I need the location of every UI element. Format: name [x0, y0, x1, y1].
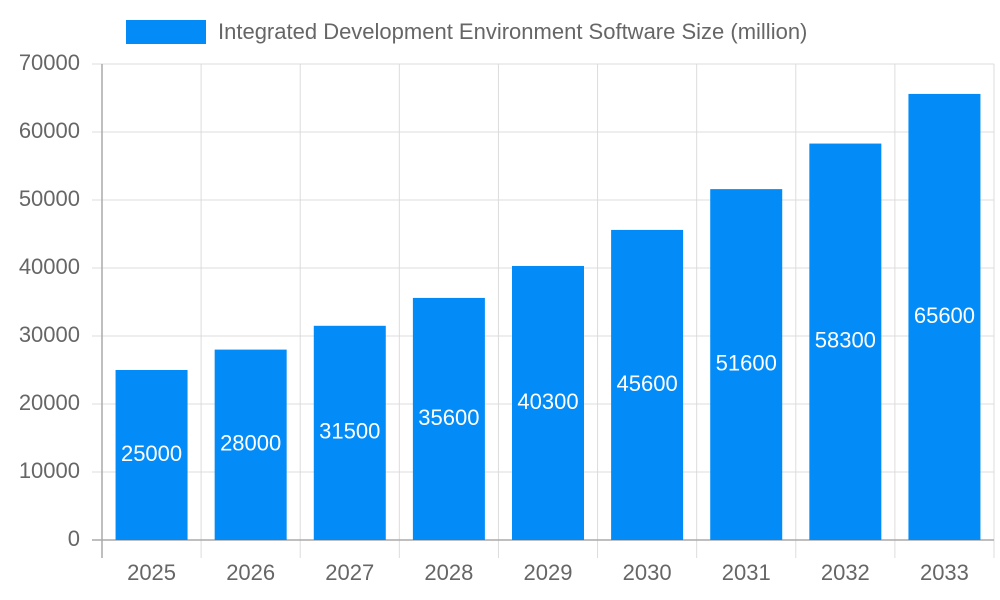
y-tick-label: 40000	[19, 254, 80, 279]
data-label: 25000	[121, 441, 182, 466]
data-label: 45600	[617, 371, 678, 396]
data-label: 35600	[418, 405, 479, 430]
data-label: 65600	[914, 303, 975, 328]
y-tick-label: 10000	[19, 458, 80, 483]
y-tick-label: 50000	[19, 186, 80, 211]
x-tick-label: 2025	[127, 560, 176, 585]
x-tick-label: 2033	[920, 560, 969, 585]
bar	[611, 229, 684, 541]
data-label: 51600	[716, 350, 777, 375]
data-label: 40300	[517, 389, 578, 414]
bar	[710, 189, 783, 540]
data-label: 28000	[220, 431, 281, 456]
legend-swatch	[126, 20, 206, 44]
data-label: 58300	[815, 328, 876, 353]
bar	[313, 325, 386, 540]
y-tick-label: 0	[68, 526, 80, 551]
x-tick-label: 2029	[524, 560, 573, 585]
bar	[809, 143, 882, 540]
bar	[115, 370, 188, 540]
x-tick-label: 2026	[226, 560, 275, 585]
y-tick-label: 30000	[19, 322, 80, 347]
y-tick-label: 60000	[19, 118, 80, 143]
x-tick-label: 2027	[325, 560, 374, 585]
x-tick-label: 2032	[821, 560, 870, 585]
y-tick-label: 70000	[19, 50, 80, 75]
legend-label: Integrated Development Environment Softw…	[218, 19, 807, 44]
bar	[412, 297, 485, 540]
x-tick-label: 2030	[623, 560, 672, 585]
bar	[908, 93, 981, 541]
data-label: 31500	[319, 419, 380, 444]
y-tick-label: 20000	[19, 390, 80, 415]
x-tick-label: 2028	[424, 560, 473, 585]
x-tick-label: 2031	[722, 560, 771, 585]
bar	[214, 349, 287, 540]
bar	[512, 265, 584, 540]
